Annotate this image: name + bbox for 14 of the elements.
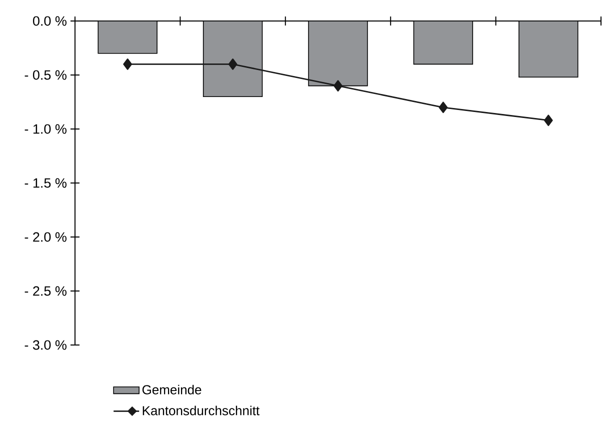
y-tick-label: - 3.0 % [24,340,66,350]
legend-label: Kantonsdurchschnitt [142,406,260,416]
y-tick-label: - 2.0 % [24,232,66,242]
point [544,114,553,126]
point [228,58,238,70]
y-tick-label: - 1.0 % [24,124,66,134]
legend-label: Gemeinde [142,384,202,394]
point [438,102,448,114]
y-tick-label: 0.0 % [32,16,66,26]
y-tick-label: - 1.5 % [24,178,66,188]
point [334,80,342,92]
y-tick-label: - 2.5 % [24,286,66,296]
y-tick-label: - 0.5 % [24,70,66,80]
point [123,58,132,70]
